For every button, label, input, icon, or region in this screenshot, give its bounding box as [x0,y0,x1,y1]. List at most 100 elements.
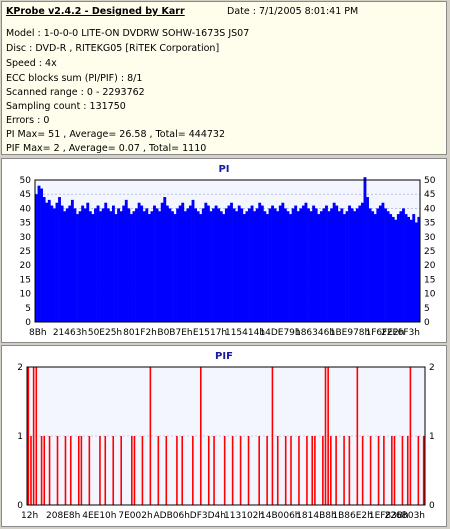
y-tick-label-right: 40 [424,204,436,214]
data-bar [417,436,420,505]
data-bar [114,214,118,322]
y-tick-label-left: 2 [17,363,23,373]
data-bar [40,436,43,505]
x-tick-label: 186346h [295,328,335,338]
data-bar [80,436,83,505]
data-bar [173,214,177,322]
scan-date: Date : 7/1/2005 8:01:41 PM [227,6,359,17]
data-bar [235,211,239,322]
data-bar [335,205,339,322]
data-bar [119,211,123,322]
sampling-line: Sampling count : 131750 [6,101,126,112]
data-bar [381,202,385,322]
data-bar [96,205,100,322]
data-bar [404,214,408,322]
data-bar [147,214,151,322]
data-bar [290,436,292,505]
x-tick-label: 226B03h [384,511,425,521]
data-bar [250,205,254,322]
data-bar [312,205,316,322]
data-bar [131,436,133,505]
data-bar [104,202,108,322]
x-tick-label: B0B7Eh [157,328,192,338]
data-bar [356,367,359,505]
y-tick-label-right: 50 [424,176,436,186]
app-title: KProbe v2.4.2 - Designed by Karr [6,6,185,17]
data-bar [325,205,328,322]
plot-frame [34,179,421,323]
data-bar [141,436,144,505]
data-bar [414,222,418,322]
x-tick-label: 7E002h [118,511,152,521]
data-bar [363,177,367,322]
data-bar [394,219,398,322]
data-bar [69,436,72,505]
x-tick-label: 14B006h [260,511,301,521]
data-bar [240,208,244,322]
data-bar [417,216,421,322]
data-bar [142,211,146,322]
data-bar [165,436,168,505]
data-bar [178,205,182,322]
data-bar [73,208,77,322]
data-bar [120,436,122,505]
data-bar [212,208,215,322]
data-bar [384,208,387,322]
data-bar [60,205,64,322]
data-bar [255,208,259,322]
data-bar [101,208,105,322]
data-bar [296,211,300,322]
data-bar [266,436,268,505]
x-tick-label: 113102h [224,511,264,521]
data-bar [137,202,141,322]
data-bar [409,219,413,322]
data-bar [206,205,210,322]
data-bar [332,202,336,322]
data-bar [160,202,164,322]
y-tick-label-left: 30 [20,233,32,243]
data-bar [78,211,82,322]
data-bar [42,197,46,322]
data-bar [140,205,144,322]
data-bar [314,436,316,505]
data-bar [30,436,32,505]
data-bar [306,436,308,505]
y-tick-label-right: 30 [424,233,436,243]
data-bar [407,216,411,322]
speed-line: Speed : 4x [6,58,57,69]
data-bar [366,197,369,322]
data-bar [232,208,236,322]
data-bar [337,211,341,322]
y-tick-label-left: 50 [20,176,32,186]
data-bar [150,211,154,322]
x-tick-label: 1F6FE2h [366,328,405,338]
data-bar [117,208,120,322]
data-bar [199,367,202,505]
y-tick-label-right: 35 [424,219,435,229]
data-bar [68,205,72,322]
data-bar [112,205,115,322]
x-tick-label: 50E25h [88,328,122,338]
data-bar [258,202,262,322]
x-tick-label: 22F6F3h [381,328,420,338]
data-bar [301,205,305,322]
x-tick-label: 8Bh [29,328,47,338]
data-bar [307,208,310,322]
data-bar [330,208,334,322]
data-bar [322,208,326,322]
pif-chart-panel: PIF 0 0 1 1 2 2 12h 208E8h 4EE10h 7E002h ADB06h DF3… [1,345,447,527]
data-bar [83,208,87,322]
data-bar [324,367,327,505]
data-bar [155,208,159,322]
scanned-range-line: Scanned range : 0 - 2293762 [6,87,145,98]
data-bar [396,214,400,322]
model-line: Model : 1-0-0-0 LITE-ON DVDRW SOHW-1673S… [6,28,250,39]
x-tick-label: 1814B8h [296,511,337,521]
data-bar [157,436,160,505]
data-bar [348,205,351,322]
data-bar [389,214,393,322]
data-bar [294,205,298,322]
disc-line: Disc : DVD-R , RITEKG05 [RiTEK Corporati… [6,43,220,54]
data-bar [181,436,184,505]
